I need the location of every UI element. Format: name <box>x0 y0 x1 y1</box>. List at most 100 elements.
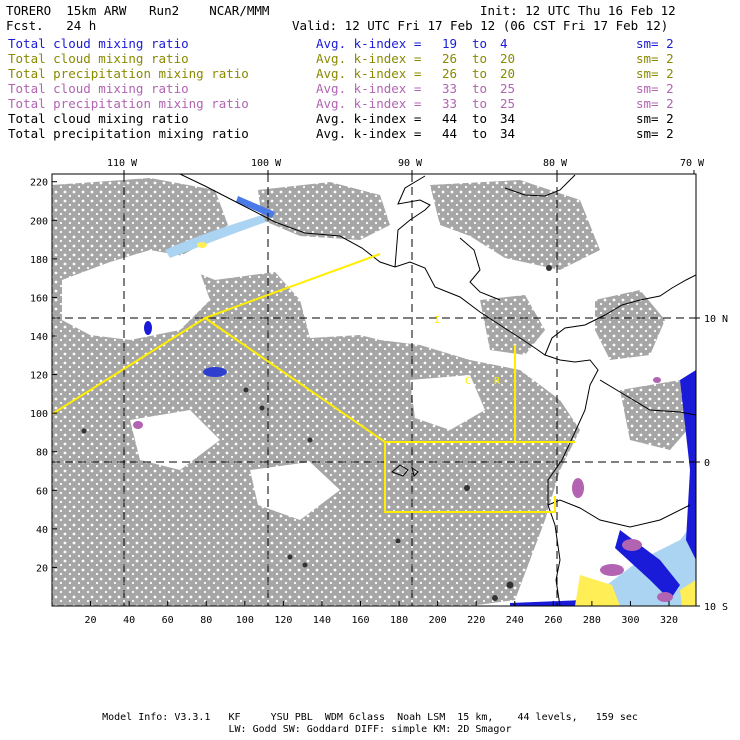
fcst-value: 24 h <box>66 18 97 33</box>
legend-k-end: 20 <box>500 66 516 81</box>
legend-avg-label: Avg. k-index = <box>316 126 422 141</box>
legend-smoothing: sm= 2 <box>636 126 674 141</box>
x-tick-label: 20 <box>85 615 97 626</box>
x-tick-label: 140 <box>313 615 331 626</box>
legend-smoothing: sm= 2 <box>636 51 674 66</box>
x-tick-label: 120 <box>274 615 292 626</box>
legend-k-end: 34 <box>500 126 516 141</box>
legend-avg-label: Avg. k-index = <box>316 81 422 96</box>
legend-k-end: 25 <box>500 96 516 111</box>
y-tick-label: 80 <box>36 448 48 459</box>
x-tick-label: 180 <box>390 615 408 626</box>
x-tick-label: 260 <box>544 615 562 626</box>
legend-smoothing: sm= 2 <box>636 36 674 51</box>
legend-smoothing: sm= 2 <box>636 111 674 126</box>
axis-ticks: 20 40 60 80 100 120 140 160 180 200 220 240 260 280 30… <box>30 158 728 626</box>
legend-field-name: Total precipitation mixing ratio <box>8 126 249 141</box>
legend-field-name: Total cloud mixing ratio <box>8 81 189 96</box>
legend-avg-label: Avg. k-index = <box>316 111 422 126</box>
legend-k-start: 44 <box>442 126 458 141</box>
top-lon-label: 90 W <box>398 158 423 169</box>
x-tick-label: 300 <box>621 615 639 626</box>
y-tick-label: 160 <box>30 293 48 304</box>
map-letters: C R I <box>434 315 501 387</box>
top-lon-label: 70 W <box>680 158 705 169</box>
lat-lon-grid <box>52 174 696 606</box>
legend-to: to <box>472 66 488 81</box>
legend-to: to <box>472 126 488 141</box>
fcst-line: Fcst. 24 h <box>6 18 96 33</box>
right-lat-label: 10 N <box>704 314 728 325</box>
legend-to: to <box>472 36 488 51</box>
legend-field-name: Total cloud mixing ratio <box>8 51 189 66</box>
legend-k-start: 26 <box>442 51 458 66</box>
legend-avg-label: Avg. k-index = <box>316 96 422 111</box>
legend-k-end: 34 <box>500 111 516 126</box>
model-name: TORERO <box>6 3 52 18</box>
x-tick-label: 60 <box>162 615 174 626</box>
top-lon-label: 80 W <box>543 158 568 169</box>
legend-avg-label: Avg. k-index = <box>316 66 422 81</box>
y-tick-label: 40 <box>36 525 48 536</box>
map-frame <box>51 173 697 607</box>
legend-k-end: 25 <box>500 81 516 96</box>
legend-field-name: Total cloud mixing ratio <box>8 111 189 126</box>
legend-to: to <box>472 81 488 96</box>
legend-avg-label: Avg. k-index = <box>316 51 422 66</box>
model-res: 15km ARW <box>66 3 127 18</box>
y-tick-label: 20 <box>36 563 48 574</box>
legend-to: to <box>472 111 488 126</box>
map-area: C R I <box>52 174 696 606</box>
legend-to: to <box>472 51 488 66</box>
domain-outlines <box>52 253 575 513</box>
x-tick-label: 280 <box>583 615 601 626</box>
x-tick-label: 220 <box>467 615 485 626</box>
legend-k-start: 33 <box>442 96 458 111</box>
legend-smoothing: sm= 2 <box>636 96 674 111</box>
fcst-label: Fcst. <box>6 18 44 33</box>
legend-avg-label: Avg. k-index = <box>316 36 422 51</box>
legend-to: to <box>472 96 488 111</box>
x-tick-label: 240 <box>506 615 524 626</box>
right-lat-label: 0 <box>704 458 710 469</box>
map-label-r: R <box>494 376 501 387</box>
map-label-c: C <box>465 376 471 387</box>
legend-k-end: 4 <box>500 36 508 51</box>
run-label: Run2 <box>149 3 180 18</box>
legend-k-start: 19 <box>442 36 458 51</box>
x-tick-label: 200 <box>429 615 447 626</box>
legend-smoothing: sm= 2 <box>636 81 674 96</box>
org-label: NCAR/MMM <box>209 3 270 18</box>
y-tick-label: 220 <box>30 178 48 189</box>
map-label-i: I <box>434 315 440 326</box>
legend-smoothing: sm= 2 <box>636 66 674 81</box>
x-tick-label: 160 <box>351 615 369 626</box>
y-tick-label: 60 <box>36 486 48 497</box>
y-tick-label: 200 <box>30 216 48 227</box>
legend-field-name: Total precipitation mixing ratio <box>8 96 249 111</box>
right-lat-label: 10 S <box>704 602 728 613</box>
legend-field-name: Total cloud mixing ratio <box>8 36 189 51</box>
legend-k-start: 33 <box>442 81 458 96</box>
valid-time: Valid: 12 UTC Fri 17 Feb 12 (06 CST Fri … <box>292 18 669 33</box>
legend-k-end: 20 <box>500 51 516 66</box>
coastlines <box>179 174 696 606</box>
y-tick-label: 100 <box>30 409 48 420</box>
purple-precip <box>133 377 673 602</box>
init-time: Init: 12 UTC Thu 16 Feb 12 <box>480 3 676 18</box>
legend-field-name: Total precipitation mixing ratio <box>8 66 249 81</box>
y-tick-label: 140 <box>30 332 48 343</box>
top-lon-label: 100 W <box>251 158 282 169</box>
footer-physics-info: LW: Godd SW: Goddard DIFF: simple KM: 2D… <box>228 724 512 735</box>
x-tick-label: 40 <box>123 615 135 626</box>
y-tick-label: 180 <box>30 255 48 266</box>
x-tick-label: 80 <box>200 615 212 626</box>
footer-model-info: Model Info: V3.3.1 KF YSU PBL WDM 6class… <box>102 712 638 723</box>
yellow-precip <box>197 242 696 606</box>
x-tick-label: 320 <box>660 615 678 626</box>
y-tick-label: 120 <box>30 371 48 382</box>
top-lon-label: 110 W <box>107 158 138 169</box>
header-line-1: TORERO 15km ARW Run2 NCAR/MMM <box>6 3 269 18</box>
legend-k-start: 44 <box>442 111 458 126</box>
